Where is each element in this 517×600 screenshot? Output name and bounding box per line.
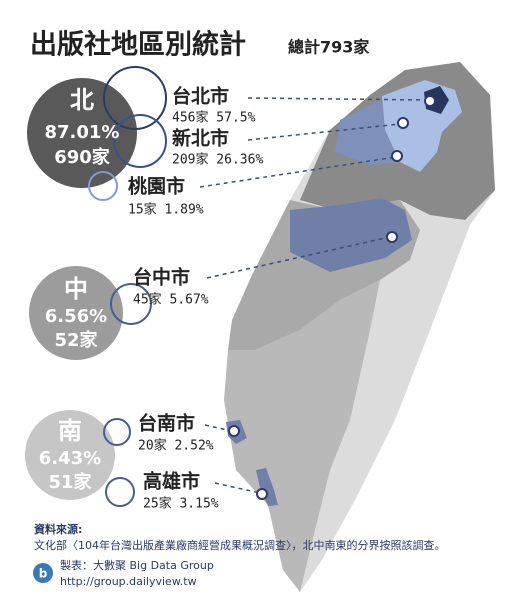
city-circle bbox=[105, 477, 135, 507]
marker bbox=[424, 95, 436, 107]
logo bbox=[33, 563, 53, 583]
city-circle bbox=[88, 171, 118, 201]
region-percent: 6.56% bbox=[45, 306, 107, 327]
city-stat: 20家 2.52% bbox=[138, 438, 214, 454]
city-circle bbox=[110, 283, 152, 325]
region-circle bbox=[27, 78, 137, 188]
city-stat: 45家 5.67% bbox=[133, 292, 209, 308]
marker bbox=[386, 231, 398, 243]
marker bbox=[397, 117, 409, 129]
region-percent: 87.01% bbox=[45, 122, 120, 143]
city-circle bbox=[103, 418, 131, 446]
region-count: 690家 bbox=[54, 146, 111, 168]
source-text: 文化部〈104年台灣出版產業廠商經營成果概況調查〉，北中南東的分界按照該調查。 bbox=[34, 538, 446, 552]
city-stat: 456家 57.5% bbox=[172, 110, 256, 126]
city-name: 新北市 bbox=[172, 127, 229, 150]
connectors bbox=[199, 95, 436, 500]
source-label: 資料來源: bbox=[34, 522, 82, 536]
marker bbox=[228, 425, 240, 437]
city-name: 高雄市 bbox=[143, 470, 200, 493]
region-percent: 6.43% bbox=[39, 448, 101, 469]
city-stat: 209家 26.36% bbox=[172, 152, 263, 168]
connector bbox=[199, 156, 397, 188]
connector bbox=[247, 123, 401, 141]
credit-url: http://group.dailyview.tw bbox=[60, 575, 197, 588]
city-circles bbox=[88, 66, 167, 507]
city-name: 桃園市 bbox=[128, 175, 185, 198]
marker bbox=[391, 150, 403, 162]
logo-mark: b bbox=[39, 567, 48, 581]
marker bbox=[256, 488, 268, 500]
region-name: 南 bbox=[58, 417, 82, 445]
city-name: 台南市 bbox=[138, 412, 195, 435]
title: 出版社地區別統計 bbox=[30, 29, 246, 61]
region-circle bbox=[29, 266, 123, 360]
region-name: 北 bbox=[70, 86, 94, 114]
taipei-area bbox=[424, 86, 449, 114]
city-name: 台中市 bbox=[133, 266, 190, 289]
south-region bbox=[224, 280, 380, 592]
region-circle bbox=[25, 410, 115, 500]
taichung-area bbox=[290, 198, 412, 272]
city-circle bbox=[103, 66, 167, 130]
region-count: 51家 bbox=[48, 471, 92, 493]
map bbox=[224, 62, 495, 592]
city-circle bbox=[113, 114, 167, 168]
city-stat: 15家 1.89% bbox=[128, 202, 204, 218]
city-stat: 25家 3.15% bbox=[143, 496, 219, 512]
connector bbox=[247, 97, 429, 101]
subtitle: 總計793家 bbox=[288, 38, 370, 57]
city-name: 台北市 bbox=[172, 85, 229, 108]
region-count: 52家 bbox=[54, 329, 98, 351]
credit-maker: 製表：大數聚 Big Data Group bbox=[60, 558, 214, 572]
kaohsiung-area bbox=[256, 468, 278, 506]
region-name: 中 bbox=[64, 275, 88, 303]
